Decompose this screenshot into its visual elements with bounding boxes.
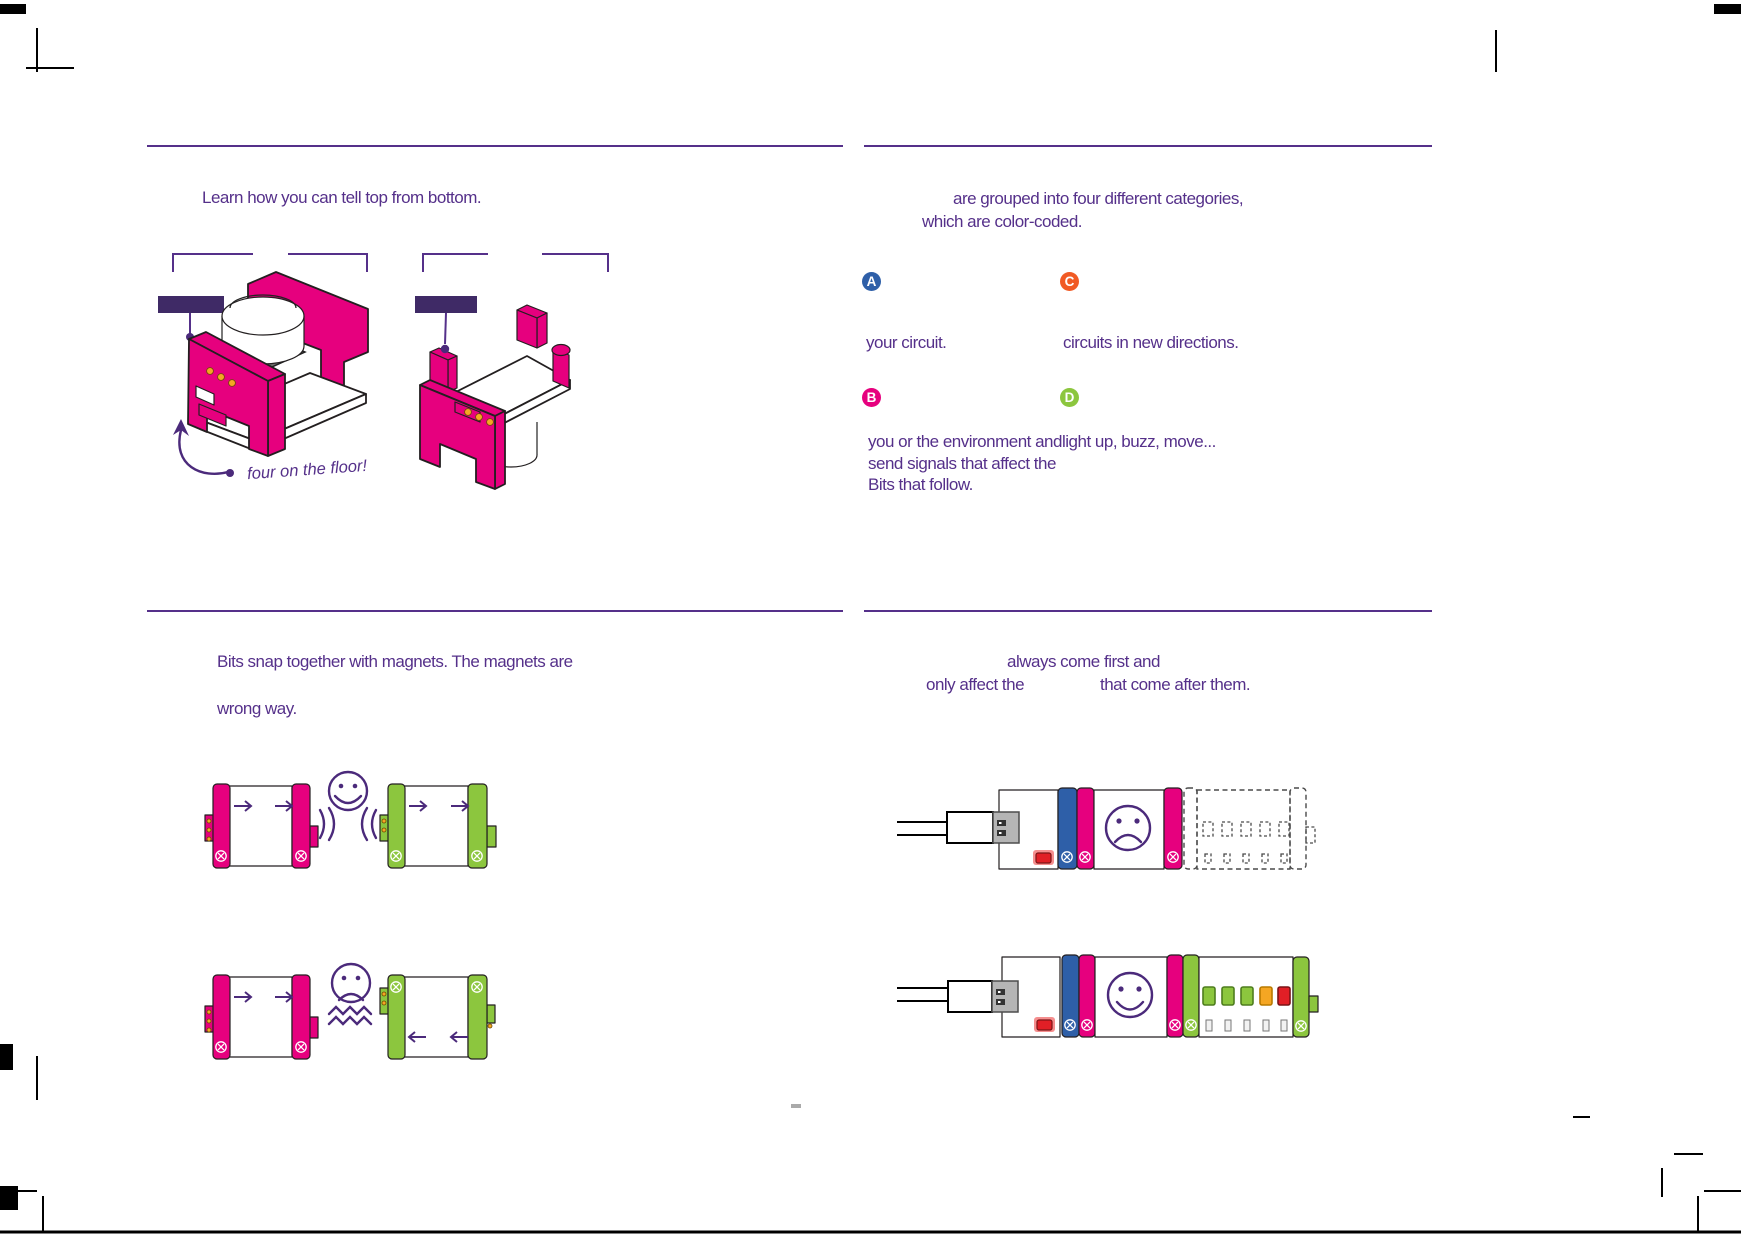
label-bracket [422,253,609,272]
bitsnap-rail-front [419,379,506,490]
power-switch [1033,850,1054,865]
contact-dot [228,379,236,387]
order-text-line1: always come first and [1007,652,1160,671]
contact-dot [486,418,494,426]
snap-ok-illustration [204,770,497,869]
snap-wave-left [318,806,336,842]
bitsnap-rail-front [187,331,286,457]
happy-face-icon [318,770,378,842]
category-c-badge: C [1060,272,1079,291]
top-bottom-title: Learn how you can tell top from bottom. [202,188,482,207]
contact-dot [206,367,214,375]
led-green [1202,986,1216,1006]
contact-dot [464,408,472,416]
category-c-text: circuits in new directions. [1063,333,1239,352]
green-bit-module [379,783,497,869]
category-a-badge: A [862,272,881,291]
snap-text-line2: wrong way. [217,699,297,718]
label-bracket [172,253,368,272]
section-rules [147,145,1432,612]
sad-bit [1093,789,1165,870]
corner-post-right [551,343,571,389]
led-red [1277,986,1291,1006]
category-b-badge: B [862,388,881,407]
sad-face-icon [327,962,373,1026]
bargraph-bit [1198,956,1319,1038]
categories-intro-line2: which are color-coded. [922,212,1083,231]
powered-on-chain-illustration [897,954,1319,1038]
happy-bit [1094,956,1168,1038]
repel-zigzag [327,1015,373,1026]
callout-label-box [158,296,224,313]
snap-text-line1: Bits snap together with magnets. The mag… [217,652,573,671]
category-a-text: your circuit. [866,333,947,352]
led-green [1221,986,1235,1006]
pink-bit-module [204,974,319,1060]
usb-plug-icon [946,811,1020,844]
powered-off-chain-illustration [897,787,1316,870]
crop-marks [0,4,1741,1234]
bottom-view-illustration [415,253,609,490]
sad-face-icon [1104,804,1152,852]
categories-intro-line1: are grouped into four different categori… [953,189,1244,208]
contact-dot [475,413,483,421]
footer-mark [791,1104,801,1108]
category-b-text-line1: you or the environment and [868,432,1062,451]
green-bit-module-flipped [379,974,496,1060]
callout-label-box [415,296,477,313]
snap-wave-right [360,806,378,842]
happy-face-icon [1106,971,1154,1019]
corner-post-back [516,304,548,349]
unpowered-ghost-bit [1183,787,1316,870]
repel-zigzag [327,1005,373,1016]
category-b-text-line3: Bits that follow. [868,475,973,494]
annotation-arrow [173,419,234,477]
category-d-badge: D [1060,388,1079,407]
order-text-line2a: only affect the [926,675,1025,694]
order-text-line2b: that come after them. [1100,675,1251,694]
top-view-illustration [158,253,369,477]
snap-wrong-illustration [204,962,496,1060]
contact-dot [217,373,225,381]
power-switch [1034,1017,1055,1032]
led-green [1240,986,1254,1006]
category-d-text: light up, buzz, move... [1062,432,1216,451]
led-yellow [1259,986,1273,1006]
pink-bit-module [204,783,319,869]
usb-plug-icon [947,980,1019,1013]
category-b-text-line2: send signals that affect the [868,454,1056,473]
